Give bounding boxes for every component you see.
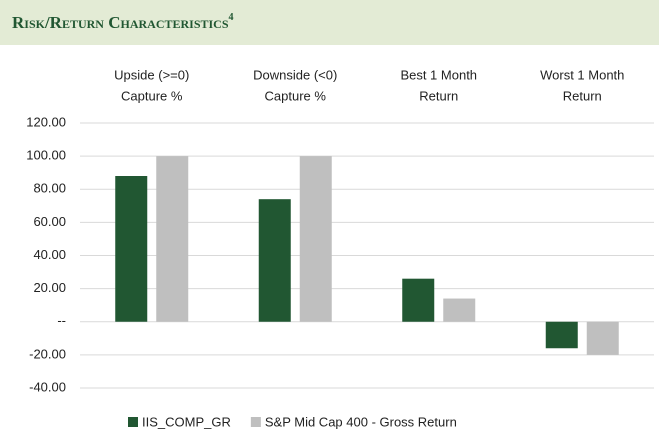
bar	[156, 156, 189, 322]
category-label: Worst 1 Month	[540, 67, 624, 82]
y-tick-label: 100.00	[26, 148, 66, 163]
legend-label: IIS_COMP_GR	[142, 414, 231, 429]
category-label: Return	[419, 88, 458, 103]
y-tick-label: 40.00	[33, 247, 66, 262]
category-label: Capture %	[121, 88, 183, 103]
y-tick-label: 120.00	[26, 114, 66, 129]
legend-swatch	[250, 417, 261, 427]
bar	[586, 321, 619, 355]
bar	[443, 298, 476, 322]
category-label: Best 1 Month	[400, 67, 477, 82]
bar	[402, 278, 435, 322]
category-label: Downside (<0)	[253, 67, 337, 82]
title-note: 4	[229, 12, 234, 23]
category-label: Return	[563, 88, 602, 103]
y-tick-label: -20.00	[29, 346, 66, 361]
bar	[115, 176, 148, 322]
y-tick-label: -40.00	[29, 379, 66, 394]
y-tick-label: --	[57, 313, 66, 328]
category-label: Upside (>=0)	[114, 67, 189, 82]
category-label: Capture %	[265, 88, 327, 103]
chart-title: Risk/Return Characteristics4	[12, 12, 234, 32]
y-tick-label: 60.00	[33, 214, 66, 229]
y-tick-label: 20.00	[33, 280, 66, 295]
legend-label: S&P Mid Cap 400 - Gross Return	[265, 414, 457, 429]
header-band	[0, 0, 659, 45]
bar	[258, 199, 291, 322]
title-text: Risk/Return Characteristics	[12, 13, 229, 32]
legend-swatch	[128, 417, 138, 427]
y-tick-label: 80.00	[33, 181, 66, 196]
bar	[545, 321, 578, 349]
bar	[299, 156, 332, 322]
